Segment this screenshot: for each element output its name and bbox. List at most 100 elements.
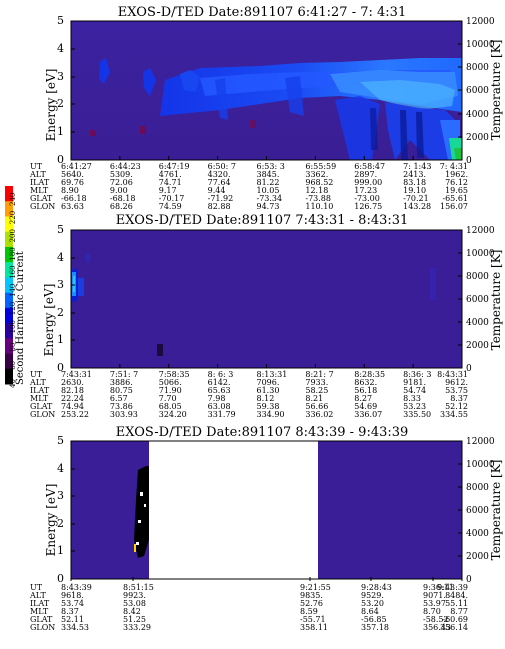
ut-tick-label: 6:50: 7 (208, 162, 236, 171)
orbit-value: 8.77 (450, 607, 468, 616)
orbit-value: 74.59 (159, 202, 182, 211)
panel-1-spectrogram (90, 58, 462, 160)
orbit-value: 8.33 (403, 394, 421, 403)
orbit-value: 3845. (257, 170, 280, 179)
orbit-value: 334.90 (257, 410, 285, 419)
orbit-value: 22.24 (61, 394, 84, 403)
orbit-value: 8.12 (257, 394, 275, 403)
orbit-value: 53.97 (423, 599, 446, 608)
row-label-alt: ALT (29, 378, 46, 387)
colorbar-swatch (5, 262, 13, 278)
orbit-value: 3362. (305, 170, 328, 179)
orbit-value: 9618. (61, 591, 84, 600)
orbit-value: 9923. (123, 591, 146, 600)
panel-3-ytick: 4 (57, 462, 64, 475)
panel-1-title: EXOS-D/TED Date:891107 6:41:27 - 7: 4:31 (118, 5, 406, 20)
orbit-value: 17.23 (354, 186, 377, 195)
orbit-value: 74.94 (61, 402, 84, 411)
orbit-value: 81.22 (257, 178, 280, 187)
panel-1-ytick: 4 (57, 42, 64, 55)
orbit-value: 51.25 (123, 615, 146, 624)
orbit-value: 52.12 (445, 402, 468, 411)
orbit-value: 156.07 (440, 202, 468, 211)
orbit-value: 63.63 (61, 202, 84, 211)
ut-tick-label: 8:43:31 (437, 370, 468, 379)
panel-1-y-axis-right: 0 2000 4000 6000 8000 10000 12000 Temper… (458, 17, 503, 166)
orbit-value: 2413. (403, 170, 426, 179)
panel-1-ytick-right: 6000 (466, 86, 489, 96)
orbit-value: 9071. (423, 591, 446, 600)
orbit-value: 9.44 (208, 186, 226, 195)
orbit-value: 53.08 (123, 599, 146, 608)
panel-2: EXOS-D/TED Date:891107 7:43:31 - 8:43:31… (29, 213, 503, 419)
orbit-value: 82.18 (61, 386, 84, 395)
ut-tick-label: 8:28:35 (354, 370, 385, 379)
orbit-value: 52.76 (300, 599, 323, 608)
orbit-value: 54.74 (403, 386, 426, 395)
colorbar-swatch (5, 216, 13, 233)
row-label-ut: UT (30, 583, 43, 592)
orbit-value: -73.88 (305, 194, 331, 203)
orbit-value: -56.85 (361, 615, 387, 624)
ut-tick-label: 8:51:15 (123, 583, 154, 592)
ut-tick-label: 7:51: 7 (110, 370, 138, 379)
orbit-value: 71.90 (159, 386, 182, 395)
row-label-glat: GLAT (30, 194, 53, 203)
orbit-value: 9.00 (110, 186, 128, 195)
orbit-value: -70.17 (159, 194, 185, 203)
colorbar-swatch (5, 277, 13, 294)
orbit-value: 12.18 (305, 186, 328, 195)
panel-2-ylabel-right: Temperature [K] (489, 250, 503, 351)
ut-tick-label: 7: 1:43 (403, 162, 431, 171)
orbit-value: 82.88 (208, 202, 231, 211)
row-label-alt: ALT (29, 591, 46, 600)
panel-2-spectrogram-background (71, 230, 462, 368)
colorbar-scale (5, 186, 13, 385)
orbit-value: 7933. (305, 378, 328, 387)
panel-3-ylabel: Energy [eV] (44, 484, 58, 557)
orbit-value: -60.69 (442, 615, 468, 624)
row-label-mlt: MLT (30, 394, 49, 403)
orbit-value: 8.42 (123, 607, 141, 616)
panel-1-ytick-right: 2000 (466, 133, 489, 143)
panel-1-ytick-right: 0 (466, 156, 472, 166)
ut-tick-label: 9:21:55 (300, 583, 331, 592)
panel-1-ytick: 2 (57, 97, 64, 110)
panel-2-ytick: 2 (57, 306, 64, 319)
colorbar-swatch (5, 353, 13, 370)
panel-2-title: EXOS-D/TED Date:891107 7:43:31 - 8:43:31 (116, 213, 409, 228)
panel-1-ytick-right: 4000 (466, 110, 489, 120)
orbit-value: 6.57 (110, 394, 128, 403)
panel-2-y-axis: 0 1 2 3 4 5 Energy [eV] (42, 223, 75, 374)
orbit-value: 999.00 (354, 178, 382, 187)
panel-3: EXOS-D/TED Date:891107 8:43:39 - 9:43:39… (29, 425, 503, 632)
ut-tick-label: 6:47:19 (159, 162, 190, 171)
colorbar-tick: 160 (9, 265, 17, 278)
orbit-value: 53.23 (403, 402, 426, 411)
orbit-value: 9529. (361, 591, 384, 600)
orbit-value: 55.11 (445, 599, 468, 608)
orbit-value: 4320. (208, 170, 231, 179)
colorbar-swatch (5, 323, 13, 339)
panel-2-ytick: 1 (57, 333, 64, 346)
colorbar: 40 60 80 100 120 140 160 180 200 220 240 Second Ha… (5, 186, 26, 388)
orbit-value: 253.22 (61, 410, 89, 419)
colorbar-swatch (5, 246, 13, 263)
ut-tick-label: 9:28:43 (361, 583, 392, 592)
panel-1-ylabel-right: Temperature [K] (489, 40, 503, 141)
row-label-mlt: MLT (30, 186, 49, 195)
panel-1-orbit-table: UT ALT ILAT MLT GLAT GLON 6:41:275640.69… (29, 156, 468, 211)
orbit-value: -73.00 (354, 194, 380, 203)
row-label-ilat: ILAT (30, 386, 50, 395)
ut-tick-label: 9:36:11 (423, 583, 454, 592)
row-label-ilat: ILAT (30, 599, 50, 608)
orbit-value: 8.70 (423, 607, 441, 616)
colorbar-swatch (5, 292, 13, 309)
panel-3-ytick-right: 10000 (466, 460, 495, 470)
orbit-value: 68.26 (110, 202, 133, 211)
orbit-value: 8.64 (361, 607, 379, 616)
panel-3-ylabel-right: Temperature [K] (489, 460, 503, 561)
panel-1-ytick: 5 (57, 14, 64, 27)
ut-tick-label: 8:13:31 (257, 370, 288, 379)
